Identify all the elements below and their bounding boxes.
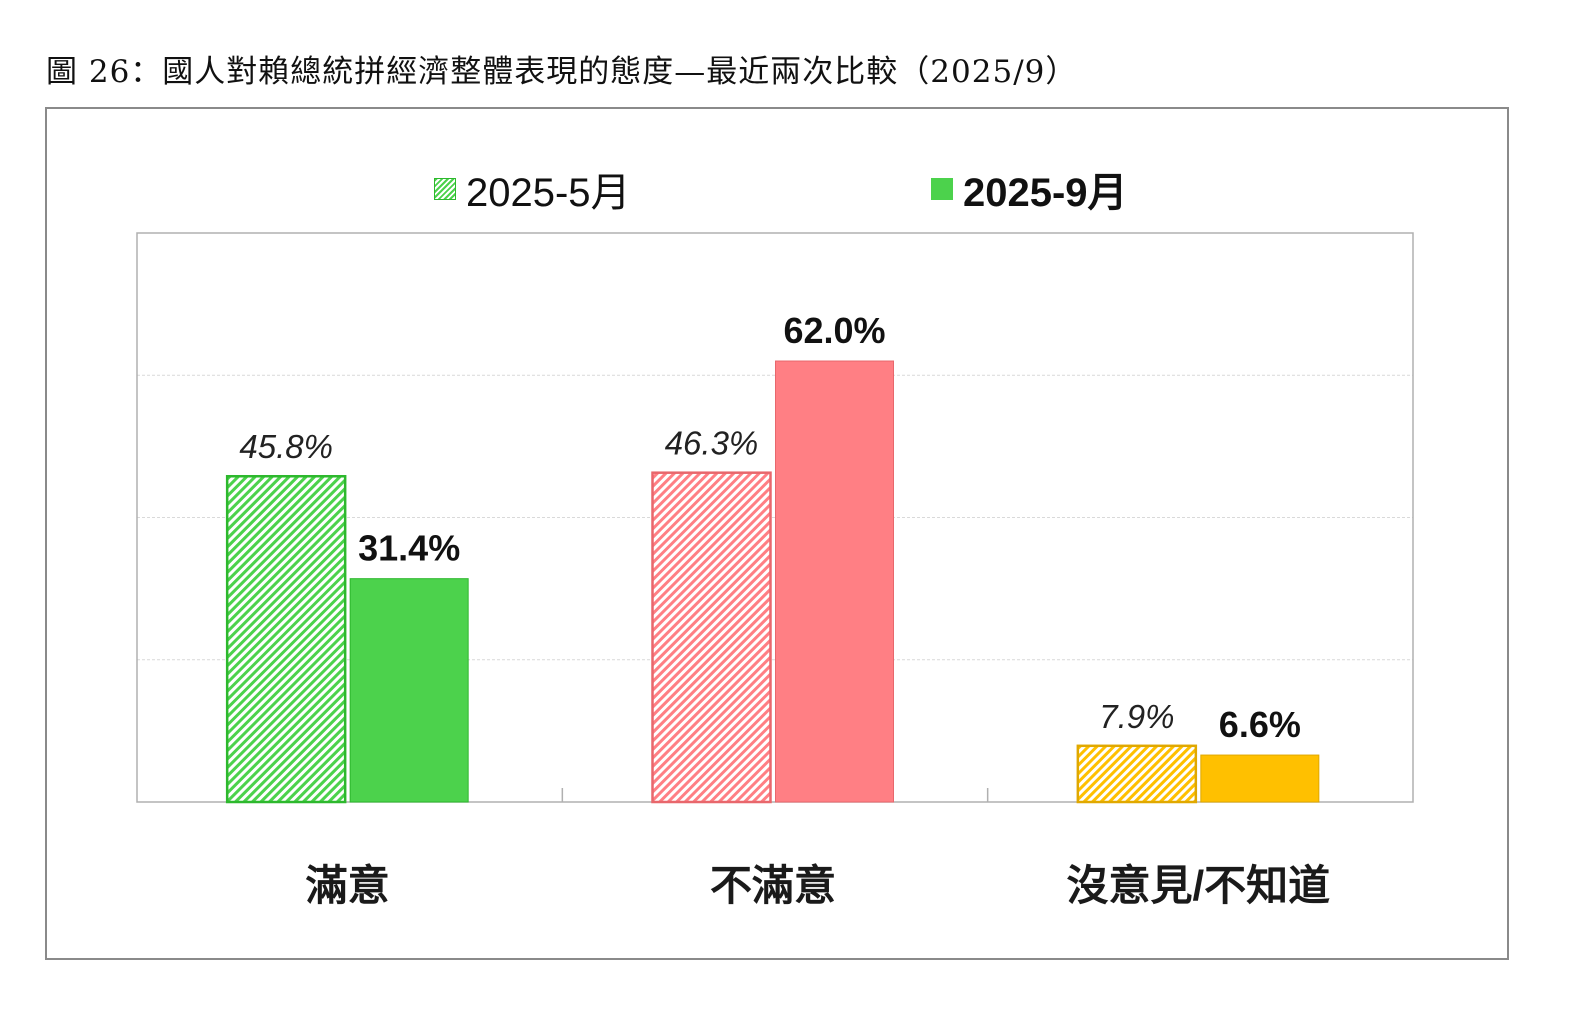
bar-sep-2	[1200, 754, 1320, 803]
data-label-may-2: 7.9%	[1099, 698, 1174, 735]
data-label-sep-2: 6.6%	[1219, 704, 1301, 745]
data-label-sep-1: 62.0%	[783, 310, 885, 351]
data-label-may-0: 45.8%	[239, 428, 333, 465]
legend: 2025-5月 2025-9月	[0, 160, 1583, 216]
data-label-sep-0: 31.4%	[358, 528, 460, 569]
legend-label-sep: 2025-9月	[963, 171, 1128, 215]
bar-sep-1	[775, 360, 894, 803]
data-labels: 45.8% 31.4% 46.3% 62.0% 7.9% 6.6%	[239, 310, 1300, 745]
bars	[225, 360, 1320, 804]
legend-item-sep: 2025-9月	[931, 160, 1128, 218]
figure-title: 圖 26：國人對賴總統拼經濟整體表現的態度—最近兩次比較（2025/9）	[46, 54, 1078, 90]
bar-may-2	[1076, 744, 1198, 804]
category-label-2: 沒意見/不知道	[1066, 862, 1331, 909]
data-label-may-1: 46.3%	[665, 425, 759, 462]
legend-item-may: 2025-5月	[434, 160, 631, 218]
legend-swatch-hatched	[434, 178, 456, 200]
legend-swatch-solid	[931, 178, 953, 200]
bar-may-0	[225, 474, 347, 804]
category-label-1: 不滿意	[709, 862, 837, 909]
legend-label-may: 2025-5月	[466, 171, 631, 215]
bar-sep-0	[349, 578, 469, 803]
category-label-0: 滿意	[305, 862, 390, 909]
bar-may-1	[651, 471, 772, 804]
